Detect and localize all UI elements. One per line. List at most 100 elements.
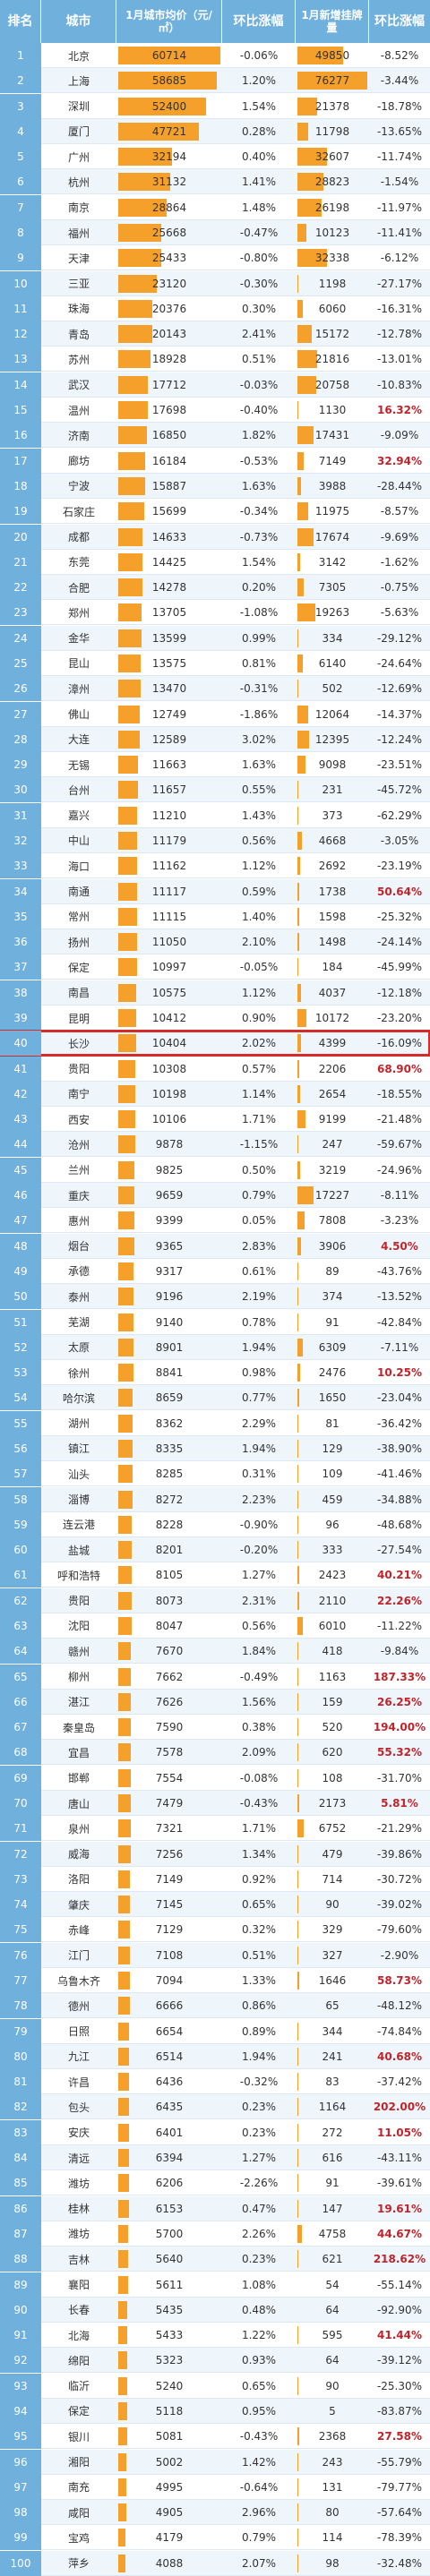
price-value: 28864 (151, 201, 187, 214)
price-cell: 6206 (116, 2170, 222, 2195)
price-change-cell: 1.42% (241, 2455, 277, 2469)
city-cell: 日照 (67, 2025, 90, 2039)
listing-change-cell: 202.00% (373, 2101, 426, 2114)
listing-change-cell: -32.48% (376, 2556, 423, 2570)
rank-cell: 82 (0, 2094, 41, 2120)
table-row: 72 威海 7256 1.34% 479 -39.86% (0, 1841, 430, 1867)
city-cell: 珠海 (67, 303, 90, 316)
price-bar (118, 781, 138, 800)
price-change-cell: 1.94% (241, 2050, 277, 2063)
listing-change-cell: 5.81% (381, 1797, 418, 1810)
listing-change-cell: -5.63% (380, 606, 419, 620)
price-bar (118, 325, 152, 344)
rank-cell: 50 (0, 1284, 41, 1310)
rank-cell: 36 (0, 929, 41, 955)
price-cell: 7321 (116, 1816, 222, 1841)
listing-change-cell: -92.90% (376, 2303, 423, 2316)
rank-cell: 24 (0, 625, 41, 651)
price-bar (118, 1667, 132, 1686)
price-change-cell: 2.10% (241, 936, 277, 949)
price-cell: 8362 (116, 1411, 222, 1436)
price-bar (118, 527, 143, 546)
city-cell: 广州 (67, 150, 90, 164)
listings-value: 114 (322, 2531, 343, 2545)
listings-bar (297, 249, 328, 268)
price-change-cell: 0.51% (241, 353, 277, 366)
listings-value: 109 (322, 1468, 343, 1481)
listings-bar (297, 2098, 299, 2117)
listings-cell: 10172 (296, 1006, 369, 1031)
listings-value: 502 (322, 682, 343, 696)
price-bar (118, 1768, 132, 1787)
price-cell: 6666 (116, 1993, 222, 2018)
price-cell: 5323 (116, 2348, 222, 2373)
table-row: 26 漳州 13470 -0.31% 502 -12.69% (0, 676, 430, 702)
city-cell: 贵阳 (67, 1063, 90, 1076)
header-listings: 1月新增挂牌量 (296, 0, 369, 43)
table-row: 71 泉州 7321 1.71% 6752 -21.29% (0, 1816, 430, 1842)
listings-cell: 272 (296, 2120, 369, 2145)
rank-cell: 45 (0, 1157, 41, 1183)
listings-cell: 64 (296, 2298, 369, 2323)
price-value: 11210 (151, 809, 187, 822)
price-value: 7554 (155, 1771, 184, 1784)
listing-change-cell: -9.69% (380, 530, 419, 543)
price-value: 13575 (151, 656, 187, 670)
listings-cell: 7149 (296, 449, 369, 474)
rank-cell: 95 (0, 2424, 41, 2450)
price-bar (118, 2073, 130, 2092)
listings-bar (297, 2250, 298, 2269)
listings-value: 26198 (314, 201, 350, 214)
price-change-cell: 0.92% (241, 1872, 277, 1886)
table-row: 52 太原 8901 1.94% 6309 -7.11% (0, 1334, 430, 1360)
price-bar (118, 476, 145, 495)
price-value: 9365 (155, 1239, 184, 1253)
price-change-cell: 1.41% (241, 175, 277, 189)
listings-value: 17674 (314, 530, 350, 543)
listing-change-cell: -36.42% (376, 1416, 423, 1430)
price-value: 6436 (155, 2075, 184, 2089)
price-change-cell: 1.20% (241, 74, 277, 88)
listings-value: 83 (325, 2075, 340, 2089)
listings-value: 3219 (318, 1163, 347, 1177)
price-bar (118, 730, 140, 749)
city-cell: 青岛 (67, 328, 90, 341)
city-cell: 临沂 (67, 2380, 90, 2393)
rank-cell: 17 (0, 448, 41, 474)
listings-cell: 621 (296, 2247, 369, 2272)
rank-cell: 51 (0, 1309, 41, 1335)
price-value: 7662 (155, 1670, 184, 1683)
listings-cell: 9098 (296, 752, 369, 777)
city-cell: 德州 (67, 1999, 90, 2013)
table-row: 90 长春 5435 0.48% 64 -92.90% (0, 2297, 430, 2323)
city-cell: 九江 (67, 2050, 90, 2064)
city-cell: 深圳 (67, 100, 90, 114)
price-cell: 11663 (116, 752, 222, 777)
table-row: 68 宜昌 7578 2.09% 620 55.32% (0, 1740, 430, 1766)
price-value: 7479 (155, 1797, 184, 1810)
price-bar (118, 1692, 132, 1711)
listings-bar (297, 680, 298, 698)
price-value: 5700 (155, 2227, 184, 2240)
price-change-cell: -0.73% (239, 530, 279, 543)
listings-bar (297, 527, 314, 546)
listings-cell: 459 (296, 1487, 369, 1512)
price-change-cell: 1.08% (241, 2278, 277, 2291)
price-bar (118, 173, 171, 192)
rank-cell: 97 (0, 2474, 41, 2500)
rank-cell: 16 (0, 423, 41, 449)
listings-cell: 595 (296, 2323, 369, 2348)
city-cell: 苏州 (67, 353, 90, 366)
price-change-cell: 2.41% (241, 328, 277, 341)
price-cell: 8201 (116, 1537, 222, 1562)
rank-cell: 78 (0, 1993, 41, 2019)
price-cell: 8073 (116, 1588, 222, 1613)
listings-cell: 3142 (296, 550, 369, 575)
price-value: 11657 (151, 783, 187, 797)
listings-value: 1738 (318, 885, 347, 898)
price-cell: 10997 (116, 954, 222, 980)
price-bar (118, 1870, 131, 1888)
listing-change-cell: -57.64% (376, 2506, 423, 2520)
price-bar (118, 2452, 127, 2471)
table-row: 86 桂林 6153 0.47% 147 19.61% (0, 2195, 430, 2221)
